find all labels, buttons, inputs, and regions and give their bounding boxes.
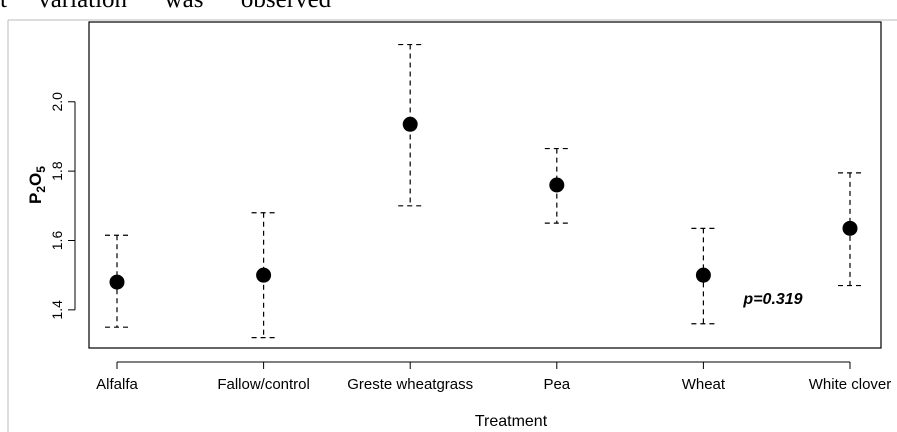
y-axis-label: P2O5 <box>26 166 48 204</box>
x-axis: Alfalfa Fallow/control Greste wheatgrass Pe… <box>96 361 892 393</box>
y-axis-label-p: P <box>26 193 45 204</box>
p-value-annotation: p=0.319 <box>742 291 802 308</box>
x-tick-label: Alfalfa <box>96 376 138 393</box>
y-tick-label: 1.4 <box>49 300 65 320</box>
x-tick-label: Pea <box>543 376 570 393</box>
x-tick-label: Greste wheatgrass <box>347 376 473 393</box>
data-point <box>549 177 565 193</box>
x-tick-label: Wheat <box>682 376 726 393</box>
x-tick-label: Fallow/control <box>217 376 310 393</box>
y-axis-label-o: O <box>26 173 45 186</box>
data-point <box>402 116 418 132</box>
y-axis: 1.4 1.6 1.8 2.0 <box>49 92 76 320</box>
data-point <box>842 220 858 236</box>
y-axis-label-sub-2: 5 <box>34 166 48 173</box>
x-axis-label: Treatment <box>475 413 548 430</box>
y-tick-label: 1.6 <box>49 231 65 251</box>
y-tick-label: 2.0 <box>49 92 65 112</box>
data-point <box>109 274 125 290</box>
y-axis-label-sub-1: 2 <box>34 186 48 193</box>
top-text-fragment: t variation was observed <box>0 0 897 16</box>
data-point <box>695 267 711 283</box>
data-point <box>256 267 272 283</box>
y-tick-label: 1.8 <box>49 161 65 181</box>
x-tick-label: White clover <box>809 376 892 393</box>
data-marks <box>105 43 862 339</box>
plot-box <box>88 21 882 349</box>
